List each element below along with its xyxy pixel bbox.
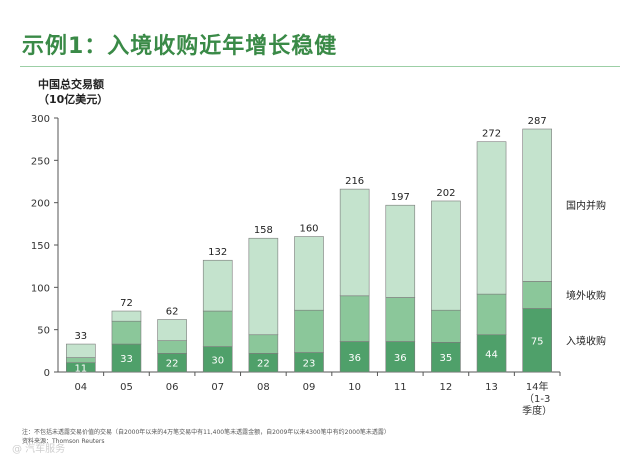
bar-segment-domestic <box>339 188 370 297</box>
bar-inbound-label: 11 <box>74 363 87 374</box>
bar-segment-domestic <box>431 200 461 311</box>
x-tick-label: 11 <box>394 382 407 393</box>
bar-segment-outbound <box>157 340 187 354</box>
bar-segment-domestic <box>248 237 279 336</box>
bar-segment-domestic <box>66 343 96 358</box>
bar-segment-domestic <box>385 204 416 298</box>
bar-total-label: 197 <box>391 192 410 203</box>
legend-label-domestic: 国内并购 <box>566 199 606 212</box>
bar-inbound-label: 23 <box>303 358 316 369</box>
bar-segment-domestic <box>294 236 324 311</box>
bar-segment-domestic <box>476 141 507 295</box>
bar-total-label: 158 <box>254 225 273 236</box>
y-axis-title-line-2: （10亿美元） <box>38 93 109 106</box>
x-tick-label: 14年 <box>526 380 549 393</box>
footnote-note: 注：不包括未透露交易价值的交易（自2000年以来的4万笔交易中有11,400笔未… <box>22 429 390 436</box>
bar-inbound-label: 30 <box>211 355 224 366</box>
bar-segment-inbound <box>431 342 461 373</box>
y-tick-label: 200 <box>31 199 50 210</box>
bar-total-label: 33 <box>74 331 87 342</box>
bar-inbound-label: 44 <box>485 349 498 360</box>
bar-segment-inbound <box>522 308 552 373</box>
bar-segment-outbound <box>339 295 370 342</box>
bar-segment-inbound <box>385 341 416 373</box>
bar-segment-outbound <box>111 320 142 345</box>
bar-segment-inbound <box>476 334 507 373</box>
x-tick-label: 07 <box>211 382 224 393</box>
x-tick-label: 08 <box>257 382 270 393</box>
x-tick-label: 06 <box>166 382 179 393</box>
bar-segment-outbound <box>202 310 233 347</box>
bar-segment-outbound <box>431 309 461 343</box>
bar-segment-outbound <box>522 281 552 309</box>
x-tick-label: 季度） <box>522 404 552 417</box>
y-axis-title-line-1: 中国总交易额 <box>38 78 104 91</box>
x-tick-label: 13 <box>485 382 498 393</box>
bar-inbound-label: 22 <box>257 359 270 370</box>
x-tick-label: 05 <box>120 382 133 393</box>
bar-inbound-label: 36 <box>348 353 361 364</box>
watermark: @ 汽车服务 <box>12 444 66 455</box>
y-tick-label: 100 <box>31 283 50 294</box>
bar-segment-domestic <box>202 259 233 312</box>
bar-total-label: 272 <box>482 129 501 140</box>
footnote: 注：不包括未透露交易价值的交易（自2000年以来的4万笔交易中有11,400笔未… <box>22 428 622 446</box>
bar-inbound-label: 35 <box>440 353 453 364</box>
title-divider <box>20 66 620 67</box>
y-tick-label: 0 <box>44 368 50 379</box>
y-tick-label: 300 <box>31 114 50 125</box>
x-tick-label: 10 <box>348 382 361 393</box>
bar-total-label: 62 <box>166 307 179 318</box>
y-tick-label: 150 <box>31 241 50 252</box>
bar-segment-outbound <box>66 357 96 363</box>
page-title: 示例1：入境收购近年增长稳健 <box>22 34 338 59</box>
bar-segment-outbound <box>294 309 324 353</box>
legend-label-outbound: 境外收购 <box>566 289 606 302</box>
bar-total-label: 202 <box>436 188 455 199</box>
bar-total-label: 72 <box>120 298 133 309</box>
bar-total-label: 160 <box>299 224 318 235</box>
bar-segment-outbound <box>476 293 507 336</box>
bar-inbound-label: 33 <box>120 354 133 365</box>
bar-inbound-label: 22 <box>166 359 179 370</box>
y-tick-label: 50 <box>37 326 50 337</box>
y-tick-label: 250 <box>31 156 50 167</box>
bar-segment-domestic <box>157 319 187 341</box>
bar-segment-domestic <box>111 310 142 322</box>
bar-inbound-label: 36 <box>394 353 407 364</box>
bar-segment-outbound <box>248 334 279 354</box>
x-tick-label: （1-3 <box>524 393 550 405</box>
bar-total-label: 132 <box>208 247 227 258</box>
bar-segment-inbound <box>111 343 142 373</box>
x-tick-label: 09 <box>303 382 316 393</box>
bar-total-label: 287 <box>528 116 547 127</box>
bar-segment-inbound <box>202 346 233 373</box>
y-axis-title: 中国总交易额 （10亿美元） <box>38 77 108 107</box>
bar-inbound-label: 75 <box>531 336 544 347</box>
x-tick-label: 12 <box>440 382 453 393</box>
legend-label-inbound: 入境收购 <box>566 334 606 347</box>
x-tick-label: 04 <box>74 382 87 393</box>
bar-total-label: 216 <box>345 176 364 187</box>
bar-segment-outbound <box>385 297 416 342</box>
footnote-source: 资料来源：Thomson Reuters <box>22 438 105 445</box>
bar-segment-domestic <box>522 128 552 282</box>
